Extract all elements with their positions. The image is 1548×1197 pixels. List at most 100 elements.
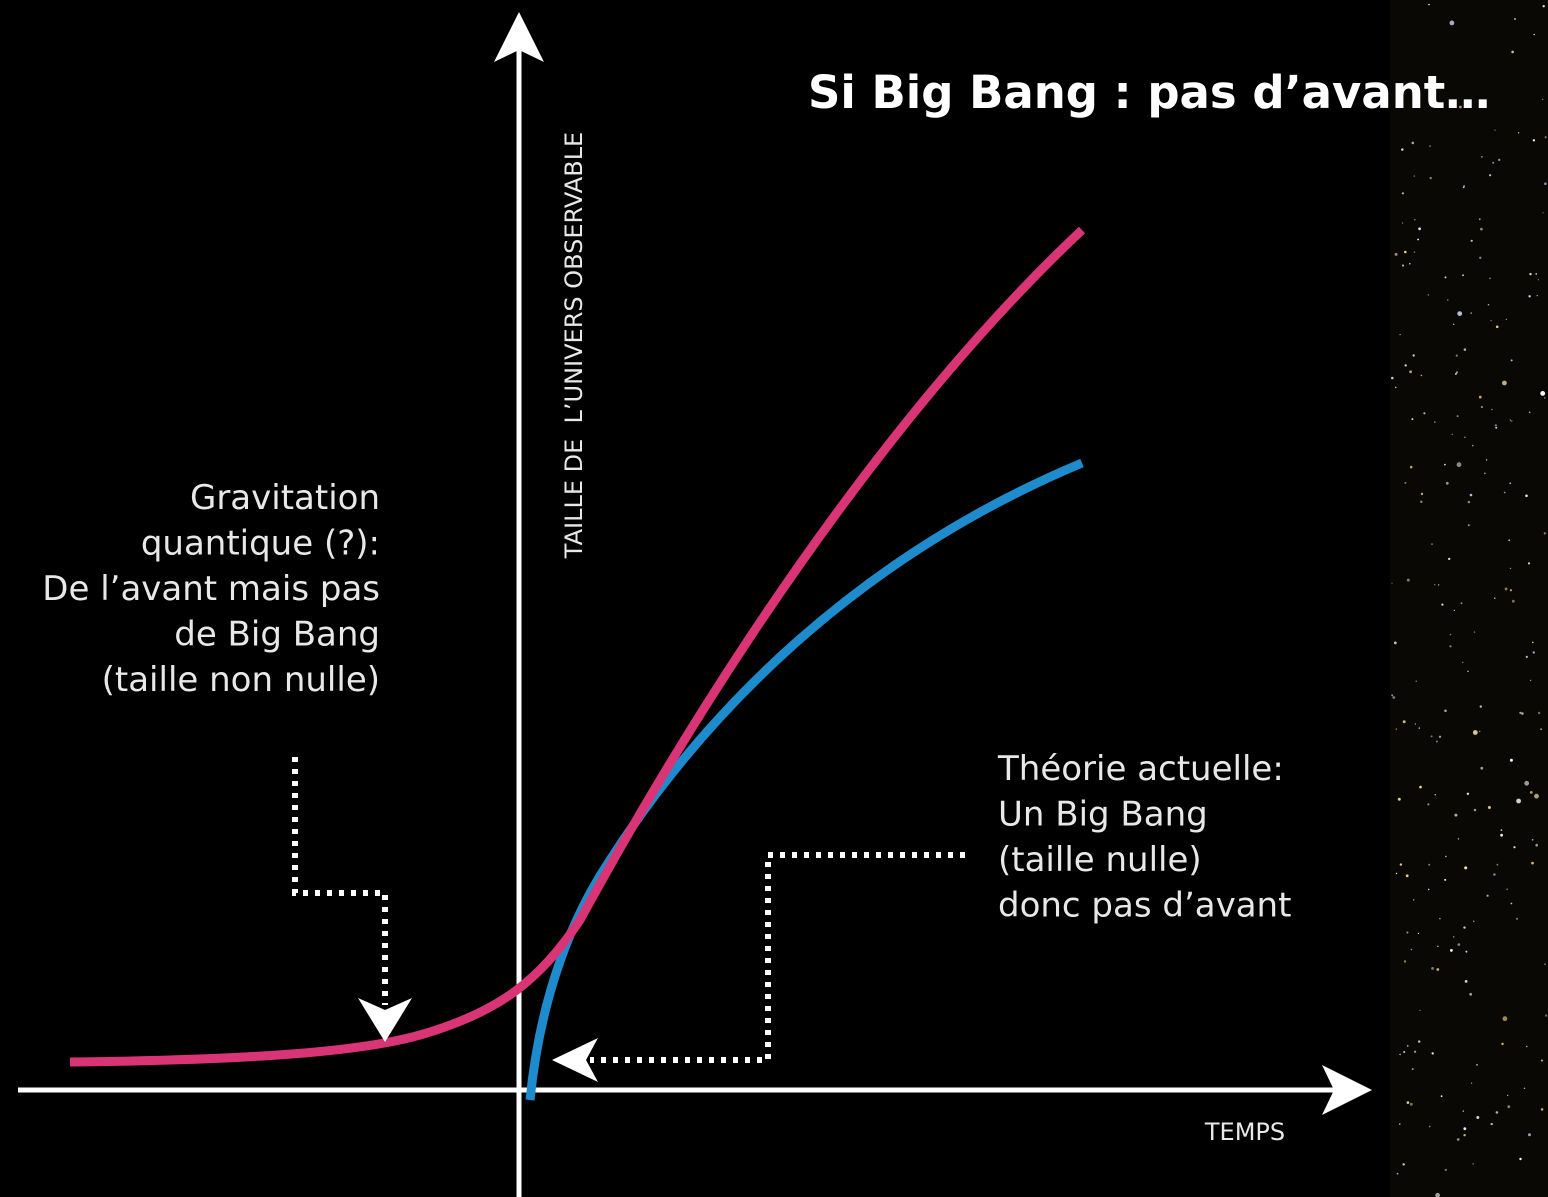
star — [1529, 272, 1532, 276]
star — [1528, 295, 1531, 298]
star — [1434, 584, 1436, 586]
star — [1462, 274, 1465, 277]
star — [1476, 1064, 1478, 1066]
dotted-connector — [292, 757, 388, 1005]
star — [1403, 1051, 1406, 1053]
annotation-line: (taille non nulle) — [102, 660, 380, 700]
star — [1447, 299, 1449, 301]
star — [1423, 412, 1426, 415]
star — [1404, 250, 1407, 254]
star — [1479, 705, 1483, 708]
star — [1411, 1068, 1414, 1071]
star — [1545, 1014, 1548, 1017]
star — [1417, 932, 1419, 935]
annotation-line: Un Big Bang — [998, 795, 1208, 835]
star — [1413, 175, 1416, 177]
star — [1413, 899, 1415, 901]
star — [1395, 872, 1398, 875]
star — [1481, 156, 1483, 158]
star — [1496, 863, 1499, 866]
stars — [1391, 3, 1548, 1197]
star — [1531, 861, 1534, 865]
star — [1540, 728, 1542, 731]
star — [1508, 539, 1511, 542]
star — [1404, 481, 1407, 484]
star — [1525, 655, 1528, 659]
star — [1399, 333, 1401, 336]
star — [1395, 728, 1398, 730]
star — [1409, 262, 1411, 265]
star — [1532, 139, 1536, 142]
star — [1431, 967, 1434, 970]
star — [1463, 1127, 1467, 1131]
star — [1476, 1116, 1480, 1119]
star — [1429, 145, 1431, 147]
star — [1495, 325, 1499, 329]
star — [1455, 371, 1459, 374]
star — [1462, 661, 1464, 664]
star — [1445, 855, 1447, 858]
quantum-gravity-curve — [69, 226, 1086, 1067]
star — [1471, 1082, 1473, 1084]
star — [1391, 376, 1394, 380]
star — [1414, 1050, 1417, 1053]
star — [1394, 386, 1397, 389]
star — [1459, 105, 1462, 109]
star — [1413, 251, 1416, 253]
star — [1436, 968, 1440, 971]
star — [1393, 641, 1397, 645]
star — [1500, 829, 1503, 831]
star — [1478, 218, 1481, 221]
star — [1396, 1172, 1399, 1175]
star — [1511, 599, 1515, 603]
star — [1526, 1045, 1528, 1048]
star — [1399, 1123, 1401, 1125]
star — [1414, 723, 1416, 725]
annotation-line: Théorie actuelle: — [997, 749, 1284, 789]
star — [1516, 798, 1521, 804]
star — [1470, 239, 1473, 242]
star — [1523, 1087, 1526, 1090]
star — [1417, 238, 1419, 241]
star — [1467, 670, 1469, 673]
star — [1444, 878, 1447, 881]
star — [1444, 709, 1447, 713]
star — [1463, 348, 1467, 351]
star — [1419, 785, 1422, 789]
star — [1480, 227, 1483, 231]
arrowhead — [358, 998, 412, 1042]
star — [1448, 557, 1451, 561]
star — [1464, 980, 1468, 983]
star — [1460, 602, 1463, 605]
star — [1392, 696, 1396, 699]
star — [1542, 98, 1544, 101]
star — [1540, 1059, 1543, 1062]
star — [1427, 888, 1430, 891]
annotation-line: (taille nulle) — [998, 840, 1202, 880]
star — [1536, 294, 1538, 297]
star — [1464, 866, 1468, 870]
star — [1438, 735, 1442, 738]
star — [1394, 252, 1398, 256]
star — [1434, 421, 1436, 423]
star — [1420, 492, 1424, 496]
star — [1494, 597, 1496, 599]
star — [1535, 273, 1538, 275]
star — [1450, 949, 1453, 952]
star — [1420, 374, 1423, 377]
star — [1490, 1122, 1493, 1126]
star — [1472, 730, 1478, 735]
star — [1463, 1134, 1466, 1137]
star — [1525, 494, 1528, 498]
star — [1467, 500, 1471, 504]
star — [1453, 609, 1455, 612]
star — [1471, 444, 1474, 447]
star — [1494, 424, 1497, 427]
star — [1484, 472, 1486, 475]
star — [1514, 18, 1516, 20]
star — [1505, 318, 1507, 320]
star — [1510, 359, 1513, 362]
star — [1454, 813, 1458, 817]
annotation: Théorie actuelle: Un Big Bang (taille null… — [997, 749, 1291, 926]
star — [1542, 5, 1545, 8]
